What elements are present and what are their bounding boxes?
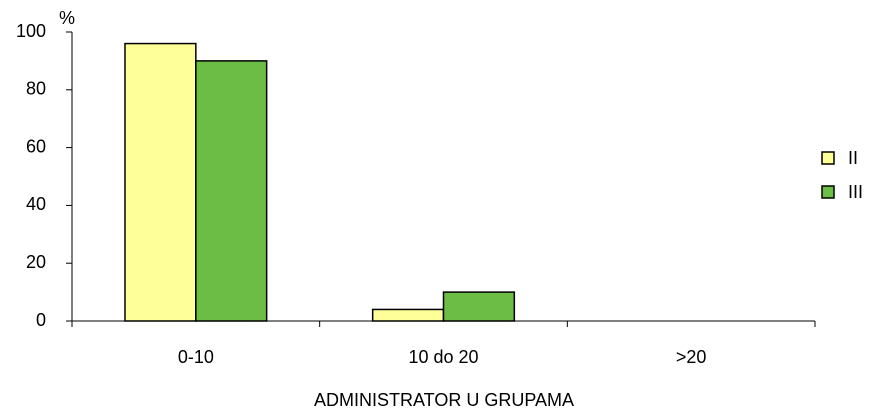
legend-label: III bbox=[848, 182, 863, 202]
legend-label: II bbox=[848, 148, 858, 168]
legend-swatch bbox=[821, 185, 835, 199]
y-tick-label: 100 bbox=[16, 21, 46, 41]
bar bbox=[124, 42, 197, 322]
bar bbox=[442, 291, 516, 322]
x-tick-label: 0-10 bbox=[178, 347, 214, 367]
y-tick-label: 40 bbox=[26, 194, 46, 214]
x-axis-label: ADMINISTRATOR U GRUPAMA bbox=[314, 390, 574, 410]
y-tick-label: 60 bbox=[26, 136, 46, 156]
bar bbox=[195, 60, 268, 322]
legend-swatch bbox=[821, 151, 835, 165]
y-tick-label: 80 bbox=[26, 79, 46, 99]
y-axis-label: % bbox=[59, 8, 75, 28]
x-tick-label: >20 bbox=[676, 347, 707, 367]
y-tick-label: 20 bbox=[26, 252, 46, 272]
y-tick-label: 0 bbox=[36, 310, 46, 330]
x-tick-label: 10 do 20 bbox=[408, 347, 478, 367]
bar bbox=[371, 308, 445, 322]
